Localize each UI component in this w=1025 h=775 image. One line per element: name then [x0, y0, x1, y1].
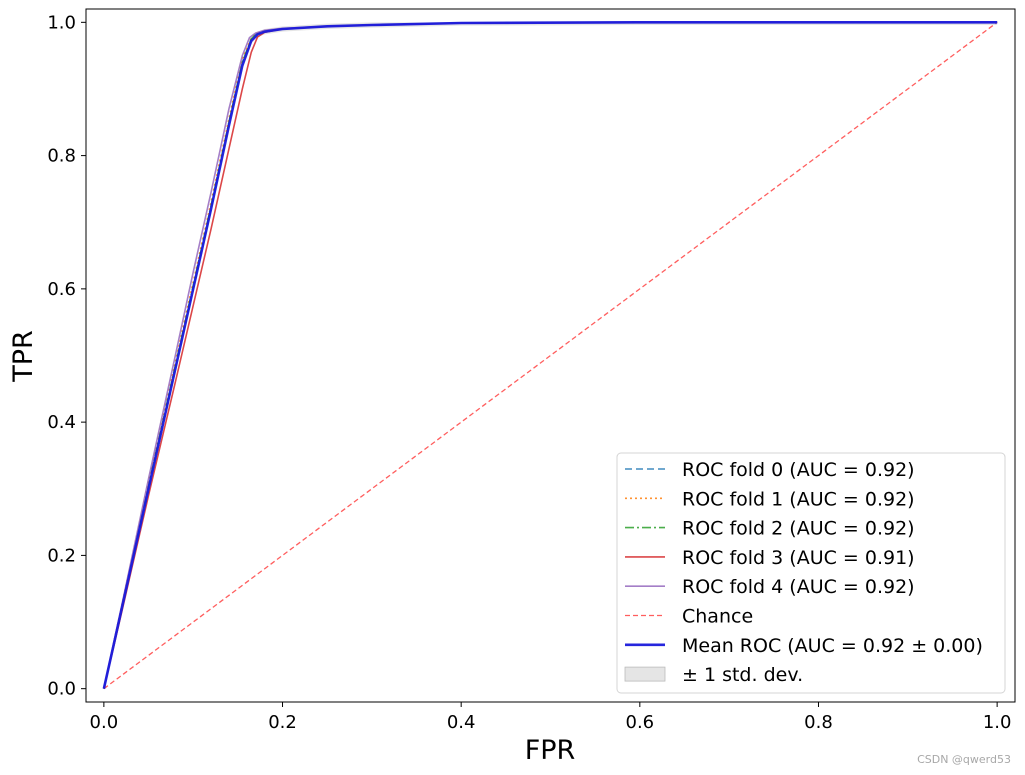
x-tick-label: 0.6: [626, 712, 655, 733]
y-tick-label: 1.0: [47, 12, 76, 33]
legend-swatch-band: [624, 666, 666, 682]
legend-label-4: ROC fold 4 (AUC = 0.92): [682, 576, 915, 598]
legend-label-band: ± 1 std. dev.: [682, 664, 803, 686]
series-line-5: [103, 21, 998, 690]
legend-label-3: ROC fold 3 (AUC = 0.91): [682, 547, 915, 569]
plot-frame: [85, 8, 1016, 703]
y-tick-label: 0.0: [47, 679, 76, 700]
x-axis-ticks: 0.0 0.2 0.4 0.6 0.8 1.0: [90, 702, 1012, 733]
watermark: CSDN @qwerd53: [917, 753, 1011, 766]
y-tick-label: 0.4: [47, 412, 76, 433]
legend-label-5: Chance: [682, 606, 753, 628]
legend-label-0: ROC fold 0 (AUC = 0.92): [682, 459, 915, 481]
y-tick-label: 0.6: [47, 279, 76, 300]
series-layer: [102, 21, 998, 690]
x-axis-label: FPR: [525, 735, 576, 766]
legend-box: [616, 452, 1006, 694]
legend: ROC fold 0 (AUC = 0.92) ROC fold 1 (AUC =…: [616, 452, 1006, 694]
y-axis-ticks: 0.0 0.2 0.4 0.6 0.8 1.0: [47, 12, 86, 700]
x-tick-label: 0.8: [804, 712, 833, 733]
legend-label-6: Mean ROC (AUC = 0.92 ± 0.00): [682, 635, 983, 657]
legend-label-2: ROC fold 2 (AUC = 0.92): [682, 518, 915, 540]
y-tick-label: 0.8: [47, 146, 76, 167]
x-tick-label: 0.2: [268, 712, 297, 733]
series-line-6: [102, 21, 998, 689]
y-tick-label: 0.2: [47, 545, 76, 566]
x-tick-label: 1.0: [983, 712, 1012, 733]
legend-label-1: ROC fold 1 (AUC = 0.92): [682, 488, 915, 510]
y-axis-label: TPR: [8, 330, 39, 383]
x-tick-label: 0.4: [447, 712, 476, 733]
x-tick-label: 0.0: [90, 712, 119, 733]
